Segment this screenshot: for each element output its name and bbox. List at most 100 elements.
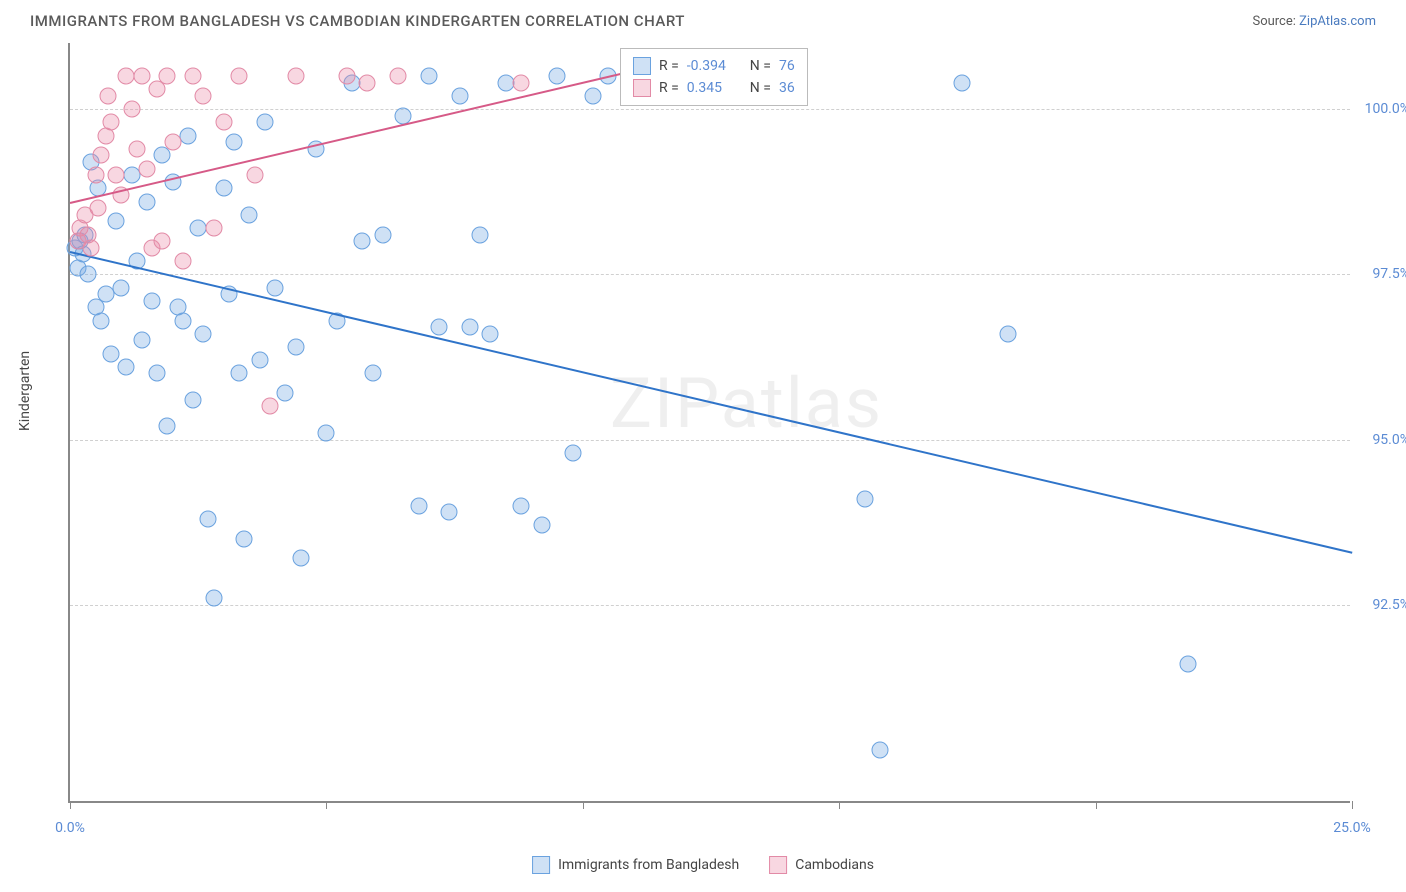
- legend-r-label: R =: [659, 80, 679, 96]
- legend-r-value: 0.345: [687, 80, 742, 96]
- data-point-cambodians: [103, 114, 120, 131]
- data-point-cambodians: [133, 68, 150, 85]
- legend-swatch: [769, 856, 787, 874]
- data-point-cambodians: [87, 167, 104, 184]
- chart-header: IMMIGRANTS FROM BANGLADESH VS CAMBODIAN …: [0, 0, 1406, 38]
- ytick-label: 92.5%: [1372, 597, 1406, 613]
- data-point-bangladesh: [231, 365, 248, 382]
- xtick: [326, 801, 327, 809]
- chart-title: IMMIGRANTS FROM BANGLADESH VS CAMBODIAN …: [30, 12, 685, 30]
- data-point-bangladesh: [108, 213, 125, 230]
- data-point-cambodians: [174, 253, 191, 270]
- gridline-h: [70, 605, 1350, 606]
- data-point-bangladesh: [92, 312, 109, 329]
- ytick-label: 95.0%: [1372, 432, 1406, 448]
- data-point-bangladesh: [256, 114, 273, 131]
- data-point-bangladesh: [1000, 325, 1017, 342]
- y-axis-label: Kindergarten: [17, 351, 33, 431]
- data-point-bangladesh: [251, 352, 268, 369]
- data-point-bangladesh: [856, 491, 873, 508]
- legend-row: R =0.345N =36: [633, 77, 795, 99]
- data-point-bangladesh: [144, 292, 161, 309]
- data-point-bangladesh: [287, 339, 304, 356]
- xtick: [583, 801, 584, 809]
- data-point-bangladesh: [174, 312, 191, 329]
- data-point-bangladesh: [200, 510, 217, 527]
- data-point-cambodians: [195, 87, 212, 104]
- data-point-bangladesh: [236, 530, 253, 547]
- data-point-bangladesh: [354, 233, 371, 250]
- plot-region: ZIPatlas 92.5%95.0%97.5%100.0%0.0%25.0%R…: [68, 43, 1350, 803]
- data-point-bangladesh: [113, 279, 130, 296]
- data-point-bangladesh: [451, 87, 468, 104]
- data-point-bangladesh: [133, 332, 150, 349]
- ytick-label: 100.0%: [1365, 101, 1406, 117]
- data-point-bangladesh: [318, 424, 335, 441]
- data-point-cambodians: [92, 147, 109, 164]
- data-point-bangladesh: [241, 206, 258, 223]
- data-point-bangladesh: [585, 87, 602, 104]
- bottom-legend-item: Cambodians: [769, 856, 874, 874]
- gridline-h: [70, 274, 1350, 275]
- data-point-cambodians: [205, 220, 222, 237]
- data-point-cambodians: [185, 68, 202, 85]
- legend-n-label: N =: [750, 58, 771, 74]
- data-point-bangladesh: [513, 497, 530, 514]
- data-point-bangladesh: [226, 134, 243, 151]
- data-point-bangladesh: [441, 504, 458, 521]
- xtick: [1096, 801, 1097, 809]
- data-point-cambodians: [261, 398, 278, 415]
- data-point-bangladesh: [138, 193, 155, 210]
- legend-swatch: [633, 57, 651, 75]
- data-point-cambodians: [513, 74, 530, 91]
- data-point-cambodians: [246, 167, 263, 184]
- correlation-legend: R =-0.394N =76R =0.345N =36: [620, 48, 808, 106]
- gridline-h: [70, 440, 1350, 441]
- gridline-h: [70, 109, 1350, 110]
- data-point-cambodians: [359, 74, 376, 91]
- data-point-bangladesh: [374, 226, 391, 243]
- data-point-cambodians: [159, 68, 176, 85]
- data-point-bangladesh: [472, 226, 489, 243]
- legend-n-value: 76: [779, 58, 795, 74]
- legend-label: Cambodians: [795, 857, 874, 873]
- data-point-cambodians: [231, 68, 248, 85]
- data-point-bangladesh: [149, 365, 166, 382]
- data-point-cambodians: [90, 200, 107, 217]
- data-point-bangladesh: [1179, 656, 1196, 673]
- legend-swatch: [633, 79, 651, 97]
- xtick: [1352, 801, 1353, 809]
- data-point-bangladesh: [364, 365, 381, 382]
- data-point-bangladesh: [205, 590, 222, 607]
- data-point-bangladesh: [564, 444, 581, 461]
- data-point-cambodians: [128, 140, 145, 157]
- data-point-cambodians: [108, 167, 125, 184]
- data-point-cambodians: [215, 114, 232, 131]
- data-point-bangladesh: [79, 266, 96, 283]
- data-point-bangladesh: [267, 279, 284, 296]
- data-point-cambodians: [164, 134, 181, 151]
- legend-n-value: 36: [779, 80, 795, 96]
- legend-r-label: R =: [659, 58, 679, 74]
- data-point-cambodians: [123, 101, 140, 118]
- data-point-bangladesh: [461, 319, 478, 336]
- ytick-label: 97.5%: [1372, 266, 1406, 282]
- xtick-label: 0.0%: [55, 820, 85, 836]
- data-point-bangladesh: [185, 391, 202, 408]
- bottom-legend: Immigrants from Bangladesh Cambodians: [532, 856, 874, 874]
- data-point-bangladesh: [431, 319, 448, 336]
- source-label: Source:: [1252, 14, 1299, 29]
- data-point-cambodians: [138, 160, 155, 177]
- data-point-bangladesh: [195, 325, 212, 342]
- data-point-bangladesh: [549, 68, 566, 85]
- data-point-bangladesh: [872, 742, 889, 759]
- data-point-cambodians: [154, 233, 171, 250]
- legend-r-value: -0.394: [687, 58, 742, 74]
- xtick-label: 25.0%: [1333, 820, 1371, 836]
- source-link[interactable]: ZipAtlas.com: [1299, 14, 1376, 29]
- data-point-cambodians: [287, 68, 304, 85]
- data-point-bangladesh: [954, 74, 971, 91]
- bottom-legend-item: Immigrants from Bangladesh: [532, 856, 739, 874]
- legend-label: Immigrants from Bangladesh: [558, 857, 739, 873]
- xtick: [839, 801, 840, 809]
